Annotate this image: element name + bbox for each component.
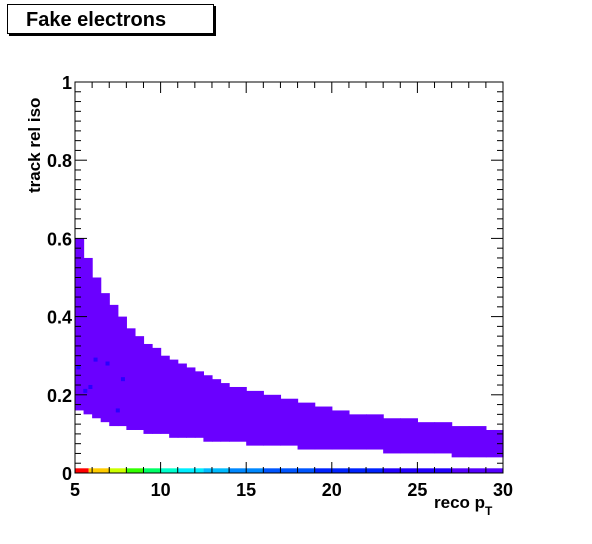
dense-cell: [76, 365, 81, 370]
heatmap-band-column: [263, 394, 282, 446]
heatmap-band-column: [143, 343, 153, 434]
tick-mark-group: [74, 81, 504, 474]
bottom-row-cell: [126, 468, 144, 473]
heatmap-band-column: [134, 336, 145, 430]
bottom-row-cell: [143, 468, 161, 473]
heatmap-band-column: [314, 406, 333, 450]
x-axis-title: reco pT: [434, 493, 493, 518]
heatmap-band-column: [229, 386, 247, 442]
heatmap-band-column: [417, 422, 436, 454]
y-tick-label: 0.4: [47, 308, 72, 328]
heatmap-band-column: [468, 426, 487, 458]
heatmap-band-column: [160, 355, 170, 434]
y-axis-title: track rel iso: [25, 98, 44, 193]
chart-title: Fake electrons: [26, 9, 167, 31]
heatmap-band-column: [400, 418, 418, 454]
heatmap-band-group: [75, 238, 504, 458]
heatmap-band-column: [383, 418, 401, 454]
x-tick-label: 5: [70, 480, 80, 500]
x-tick-label: 20: [322, 480, 342, 500]
heatmap-band-column: [186, 367, 196, 438]
x-tick-label: 30: [493, 480, 513, 500]
dense-cell: [83, 388, 88, 393]
bottom-row-cell: [88, 468, 110, 473]
heatmap-band-column: [434, 422, 453, 454]
heatmap-band-column: [75, 238, 85, 411]
dense-cell: [93, 357, 98, 362]
heatmap-band-column: [92, 277, 102, 419]
x-tick-label: 25: [407, 480, 427, 500]
heatmap-band-column: [220, 383, 230, 442]
heatmap-band-column: [177, 363, 187, 438]
heatmap-band-column: [451, 426, 470, 458]
heatmap-band-column: [366, 414, 384, 450]
heatmap-band-column: [348, 414, 367, 450]
bottom-row-cell: [160, 468, 178, 473]
heatmap-band-column: [485, 429, 504, 458]
heatmap-band-column: [203, 375, 213, 442]
x-axis-title-main: reco p: [434, 493, 485, 512]
heatmap-band-column: [109, 304, 119, 427]
x-tick-labels: 5 10 15 20 25 30: [70, 480, 513, 500]
heatmap-band-column: [169, 359, 179, 438]
heatmap-band-column: [152, 347, 162, 434]
dense-cell: [120, 377, 125, 382]
bottom-row-cell: [109, 468, 127, 473]
bottom-row-cell: [177, 468, 204, 473]
heatmap-band-column: [126, 328, 136, 430]
heatmap-band-column: [100, 293, 110, 423]
y-tick-label: 0.2: [47, 386, 72, 406]
heatmap-band-column: [246, 390, 264, 446]
bottom-row-cell: [451, 468, 503, 473]
heatmap-band-column: [83, 257, 93, 415]
heatmap-band-column: [117, 316, 127, 427]
bottom-row-group: [75, 468, 503, 473]
x-tick-label: 10: [151, 480, 171, 500]
dense-cell-group: [76, 357, 125, 413]
bottom-row-cell: [263, 468, 315, 473]
y-tick-label: 0: [62, 464, 72, 484]
heatmap-band-column: [211, 379, 222, 442]
y-tick-label: 0.8: [47, 151, 72, 171]
x-axis-title-subscript: T: [485, 504, 493, 518]
heatmap-band-column: [331, 410, 350, 450]
dense-cell: [88, 384, 93, 389]
title-box: Fake electrons: [7, 4, 214, 34]
dense-cell: [105, 361, 110, 366]
x-tick-label: 15: [236, 480, 256, 500]
dense-cell: [115, 408, 120, 413]
heatmap-band-column: [297, 402, 316, 450]
bottom-row-cell: [75, 468, 89, 473]
heatmap-band-column: [194, 371, 204, 438]
y-tick-label: 1: [62, 73, 72, 93]
heatmap-band-column: [280, 398, 299, 446]
bottom-row-cell: [203, 468, 230, 473]
y-tick-label: 0.6: [47, 229, 72, 249]
y-tick-labels: 0 0.2 0.4 0.6 0.8 1: [47, 73, 72, 484]
